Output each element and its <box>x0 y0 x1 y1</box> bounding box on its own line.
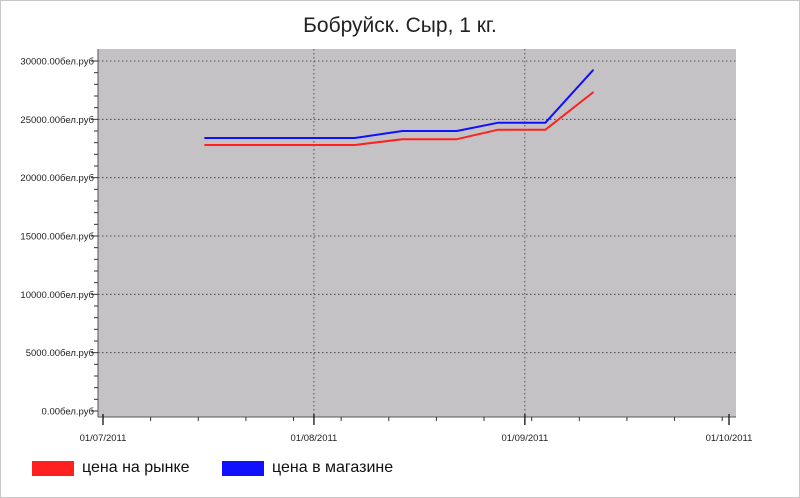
series-line-0 <box>204 91 594 146</box>
plot-area <box>98 49 736 417</box>
y-tick-label: 30000.00бел.руб <box>20 57 94 68</box>
legend-item-store: цена в магазине <box>222 458 393 478</box>
y-tick-label: 10000.00бел.руб <box>20 290 94 301</box>
series-line-1 <box>204 69 594 139</box>
legend-swatch-store <box>222 460 264 476</box>
series-lines <box>204 69 594 146</box>
x-tick-label: 01/09/2011 <box>501 433 548 444</box>
tick-labels: 0.00бел.руб 5000.00бел.руб 10000.00бел.руб… <box>20 57 752 445</box>
axes <box>91 49 736 425</box>
legend-label-market: цена на рынке <box>82 459 190 476</box>
legend-swatch-market <box>32 460 74 476</box>
y-tick-label: 20000.00бел.руб <box>20 173 94 184</box>
y-tick-label: 0.00бел.руб <box>42 407 95 418</box>
x-tick-label: 01/08/2011 <box>291 433 338 444</box>
y-tick-label: 25000.00бел.руб <box>20 115 94 126</box>
legend-label-store: цена в магазине <box>272 459 394 476</box>
y-tick-label: 15000.00бел.руб <box>20 232 94 243</box>
grid-lines <box>98 49 736 417</box>
x-tick-label: 01/10/2011 <box>706 433 753 444</box>
chart-title: Бобруйск. Сыр, 1 кг. <box>303 14 497 37</box>
legend-item-market: цена на рынке <box>32 458 190 478</box>
y-tick-label: 5000.00бел.руб <box>26 348 95 359</box>
x-tick-label: 01/07/2011 <box>80 433 127 444</box>
